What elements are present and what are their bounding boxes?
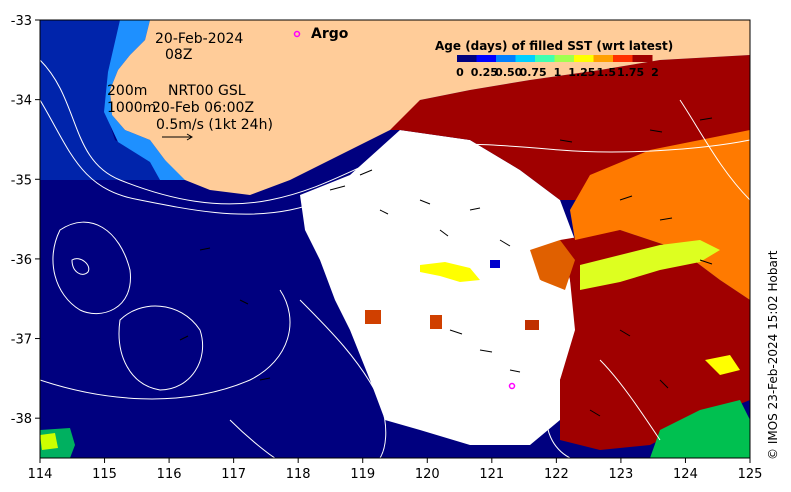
- x-tick-label: 116: [157, 467, 182, 482]
- x-tick-label: 119: [350, 467, 375, 482]
- x-tick-label: 117: [221, 467, 246, 482]
- velocity-arrows: [179, 117, 713, 417]
- plot-frame: [39, 19, 751, 459]
- colorbar-swatch: [613, 55, 633, 62]
- colorbar-tick-label: 0.50: [495, 66, 522, 79]
- colorbar-swatch: [632, 55, 653, 62]
- y-tick-labels: -33 -34 -35 -36 -37 -38: [11, 14, 32, 427]
- colorbar-tick-label: 1.75: [617, 66, 644, 79]
- colorbar-tick-label: 1: [554, 66, 562, 79]
- credit-text: © IMOS 23-Feb-2024 15:02 Hobart: [766, 250, 780, 460]
- old-sst-region-south: [560, 230, 750, 450]
- colorbar-swatch: [535, 55, 555, 62]
- colorbar-tick-label: 1.5: [597, 66, 617, 79]
- shelf-edge: [104, 20, 190, 180]
- nrt-label: NRT00 GSL: [168, 83, 246, 99]
- yellow-patch-1: [420, 262, 480, 282]
- contour-label-1000m: 1000m: [107, 100, 156, 116]
- yellow-patch-3: [705, 355, 740, 375]
- colorbar-tick-labels: 0 0.250.500.75 1 1.25 1.5 1.75 2: [456, 66, 659, 79]
- argo-marker-2: [508, 382, 516, 390]
- colorbar-swatch: [496, 55, 516, 62]
- y-tick-label: -38: [11, 412, 32, 427]
- nrt-time: 20-Feb 06:00Z: [152, 100, 254, 116]
- colorbar-swatch: [476, 55, 497, 62]
- scale-arrowhead: [186, 133, 193, 141]
- x-tick-label: 121: [479, 467, 504, 482]
- vector-scale-label: 0.5m/s (1kt 24h): [156, 117, 273, 133]
- x-tick-label: 118: [286, 467, 311, 482]
- colorbar-tick-label: 0: [456, 66, 464, 79]
- colorbar-tick-label: 1.25: [568, 66, 595, 79]
- x-tick-label: 125: [738, 467, 763, 482]
- colorbar-title: Age (days) of filled SST (wrt latest): [435, 39, 673, 53]
- sst-blob: [365, 310, 381, 324]
- shelf-band: [40, 20, 160, 180]
- map-hour: 08Z: [165, 47, 192, 63]
- green-patch-1: [650, 400, 750, 458]
- x-tick-label: 114: [28, 467, 53, 482]
- colorbar-swatch: [554, 55, 575, 62]
- colorbar-swatch: [574, 55, 594, 62]
- y-tick-label: -35: [11, 173, 32, 188]
- argo-legend-label: Argo: [311, 26, 349, 42]
- y-tick-label: -33: [11, 14, 32, 29]
- colorbar: [457, 55, 653, 62]
- green-patch-3: [40, 433, 58, 450]
- x-tick-labels: 114 115 116 117 118 119 120 121 122 123 124 125: [28, 467, 763, 482]
- x-tick-label: 115: [92, 467, 117, 482]
- map-date: 20-Feb-2024: [155, 31, 243, 47]
- x-tick-label: 122: [544, 467, 569, 482]
- no-data-region: [300, 130, 580, 445]
- y-tick-label: -36: [11, 253, 32, 268]
- sst-blob: [490, 260, 500, 268]
- x-tick-label: 123: [608, 467, 633, 482]
- contour-label-200m: 200m: [107, 83, 147, 99]
- argo-marker-1: [293, 30, 301, 38]
- x-tick-label: 120: [415, 467, 440, 482]
- colorbar-swatch: [593, 55, 614, 62]
- colorbar-swatch: [515, 55, 536, 62]
- x-tick-label: 124: [673, 467, 698, 482]
- axis-ticks: [35, 19, 751, 463]
- colorbar-swatch: [457, 55, 477, 62]
- colorbar-tick-label: 2: [651, 66, 659, 79]
- colorbar-tick-label: 0.25: [471, 66, 498, 79]
- colorbar-tick-label: 0.75: [520, 66, 547, 79]
- sst-blob: [525, 320, 539, 330]
- orange-patch: [530, 240, 575, 290]
- contour-lines: [40, 59, 750, 458]
- y-tick-label: -37: [11, 333, 32, 348]
- yellow-patch-2: [580, 240, 720, 290]
- land-mass: [110, 20, 750, 195]
- y-tick-label: -34: [11, 94, 32, 109]
- sst-blob: [430, 315, 442, 329]
